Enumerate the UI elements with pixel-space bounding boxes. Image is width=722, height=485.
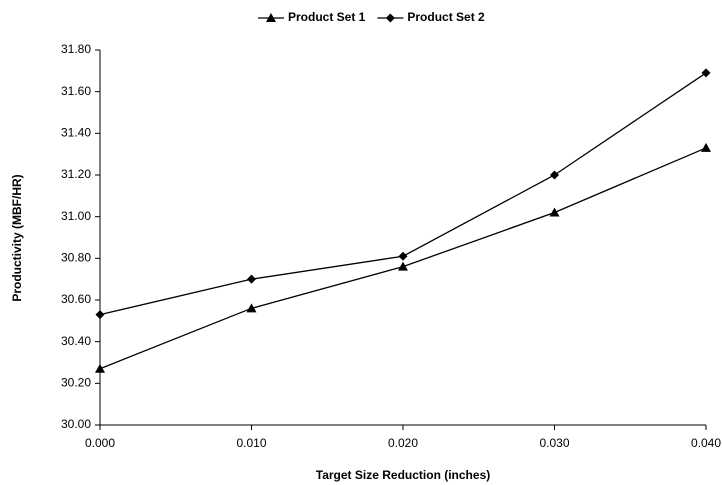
y-axis-label: Productivity (MBF/HR) xyxy=(10,174,24,301)
y-tick-label: 30.20 xyxy=(61,376,91,390)
y-tick-label: 30.40 xyxy=(61,334,91,348)
marker xyxy=(701,68,711,78)
marker xyxy=(95,310,105,320)
x-axis-label: Target Size Reduction (inches) xyxy=(316,468,490,482)
marker xyxy=(385,13,395,23)
y-tick-label: 31.60 xyxy=(61,84,91,98)
y-tick-label: 30.80 xyxy=(61,251,91,265)
legend-label: Product Set 2 xyxy=(407,10,485,24)
y-tick-label: 31.40 xyxy=(61,126,91,140)
y-tick-label: 31.20 xyxy=(61,167,91,181)
y-tick-label: 31.80 xyxy=(61,42,91,56)
y-tick-label: 30.00 xyxy=(61,417,91,431)
y-tick-label: 31.00 xyxy=(61,209,91,223)
y-tick-label: 30.60 xyxy=(61,292,91,306)
marker xyxy=(247,274,256,284)
marker xyxy=(95,363,105,373)
marker xyxy=(266,13,276,22)
marker xyxy=(398,261,408,271)
x-tick-label: 0.000 xyxy=(85,436,115,450)
marker xyxy=(550,170,559,180)
x-tick-label: 0.020 xyxy=(388,436,418,450)
legend-label: Product Set 1 xyxy=(288,10,366,24)
marker xyxy=(246,303,257,313)
marker xyxy=(549,207,560,217)
x-tick-label: 0.010 xyxy=(236,436,266,450)
series-line xyxy=(99,72,707,316)
marker xyxy=(701,142,711,152)
marker xyxy=(398,251,408,261)
x-tick-label: 0.030 xyxy=(539,436,569,450)
x-tick-label: 0.040 xyxy=(691,436,721,450)
